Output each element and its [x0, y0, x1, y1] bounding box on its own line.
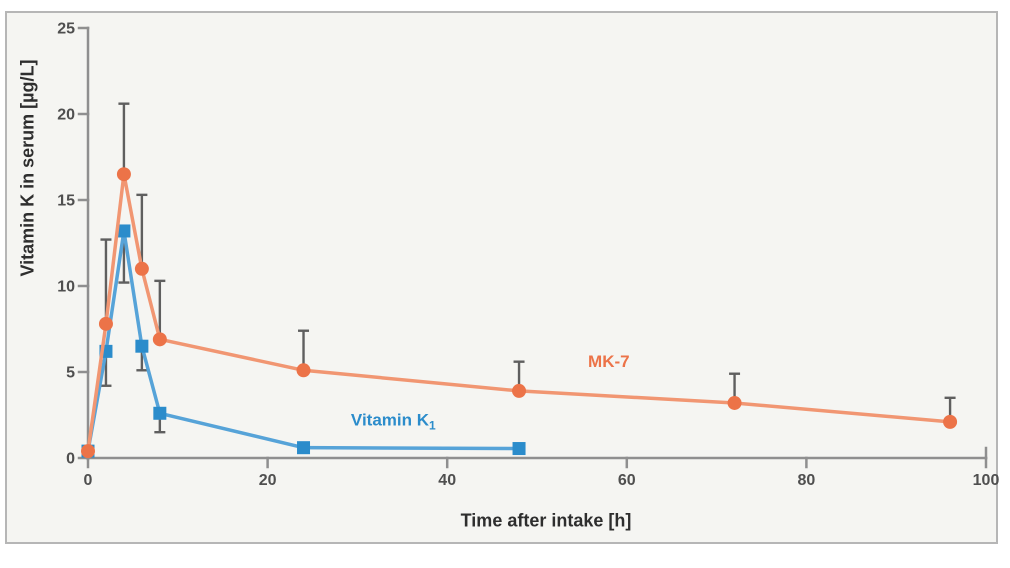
- y-tick-label: 10: [57, 279, 75, 296]
- data-point-vitamin-k1: [512, 442, 526, 456]
- data-point-vitamin-k1: [117, 224, 131, 238]
- x-tick-label: 40: [438, 472, 456, 489]
- x-tick-label: 60: [618, 472, 636, 489]
- y-tick-label: 5: [66, 365, 75, 382]
- series-mk-7: MK-7: [81, 167, 958, 459]
- data-point-mk-7: [116, 167, 131, 182]
- series-label-mk-7: MK-7: [588, 352, 630, 371]
- data-point-vitamin-k1: [297, 441, 311, 455]
- data-point-mk-7: [81, 444, 95, 459]
- series-line-mk-7: [86, 172, 952, 453]
- y-axis-label: Vitamin K in serum [µg/L]: [17, 59, 38, 277]
- x-tick-label: 100: [973, 472, 1000, 489]
- x-axis-label: Time after intake [h]: [460, 510, 632, 531]
- y-tick-label: 25: [57, 21, 75, 38]
- error-bars: [100, 102, 956, 434]
- data-point-mk-7: [512, 383, 527, 398]
- y-tick-label: 15: [57, 193, 75, 210]
- y-tick-label: 20: [57, 107, 75, 124]
- axes: [77, 26, 988, 469]
- data-point-vitamin-k1: [153, 406, 167, 420]
- data-point-vitamin-k1: [135, 339, 149, 353]
- data-point-mk-7: [134, 261, 149, 276]
- data-point-mk-7: [727, 395, 742, 410]
- data-point-mk-7: [98, 316, 113, 331]
- data-point-mk-7: [943, 414, 958, 429]
- x-tick-label: 20: [259, 472, 277, 489]
- data-point-mk-7: [296, 363, 311, 378]
- series-label-vitamin-k1: Vitamin K1: [351, 410, 436, 432]
- chart-frame: [5, 11, 998, 544]
- y-tick-label: 0: [66, 451, 75, 468]
- x-tick-label: 80: [798, 472, 816, 489]
- data-point-mk-7: [152, 332, 167, 347]
- x-tick-label: 0: [84, 472, 93, 489]
